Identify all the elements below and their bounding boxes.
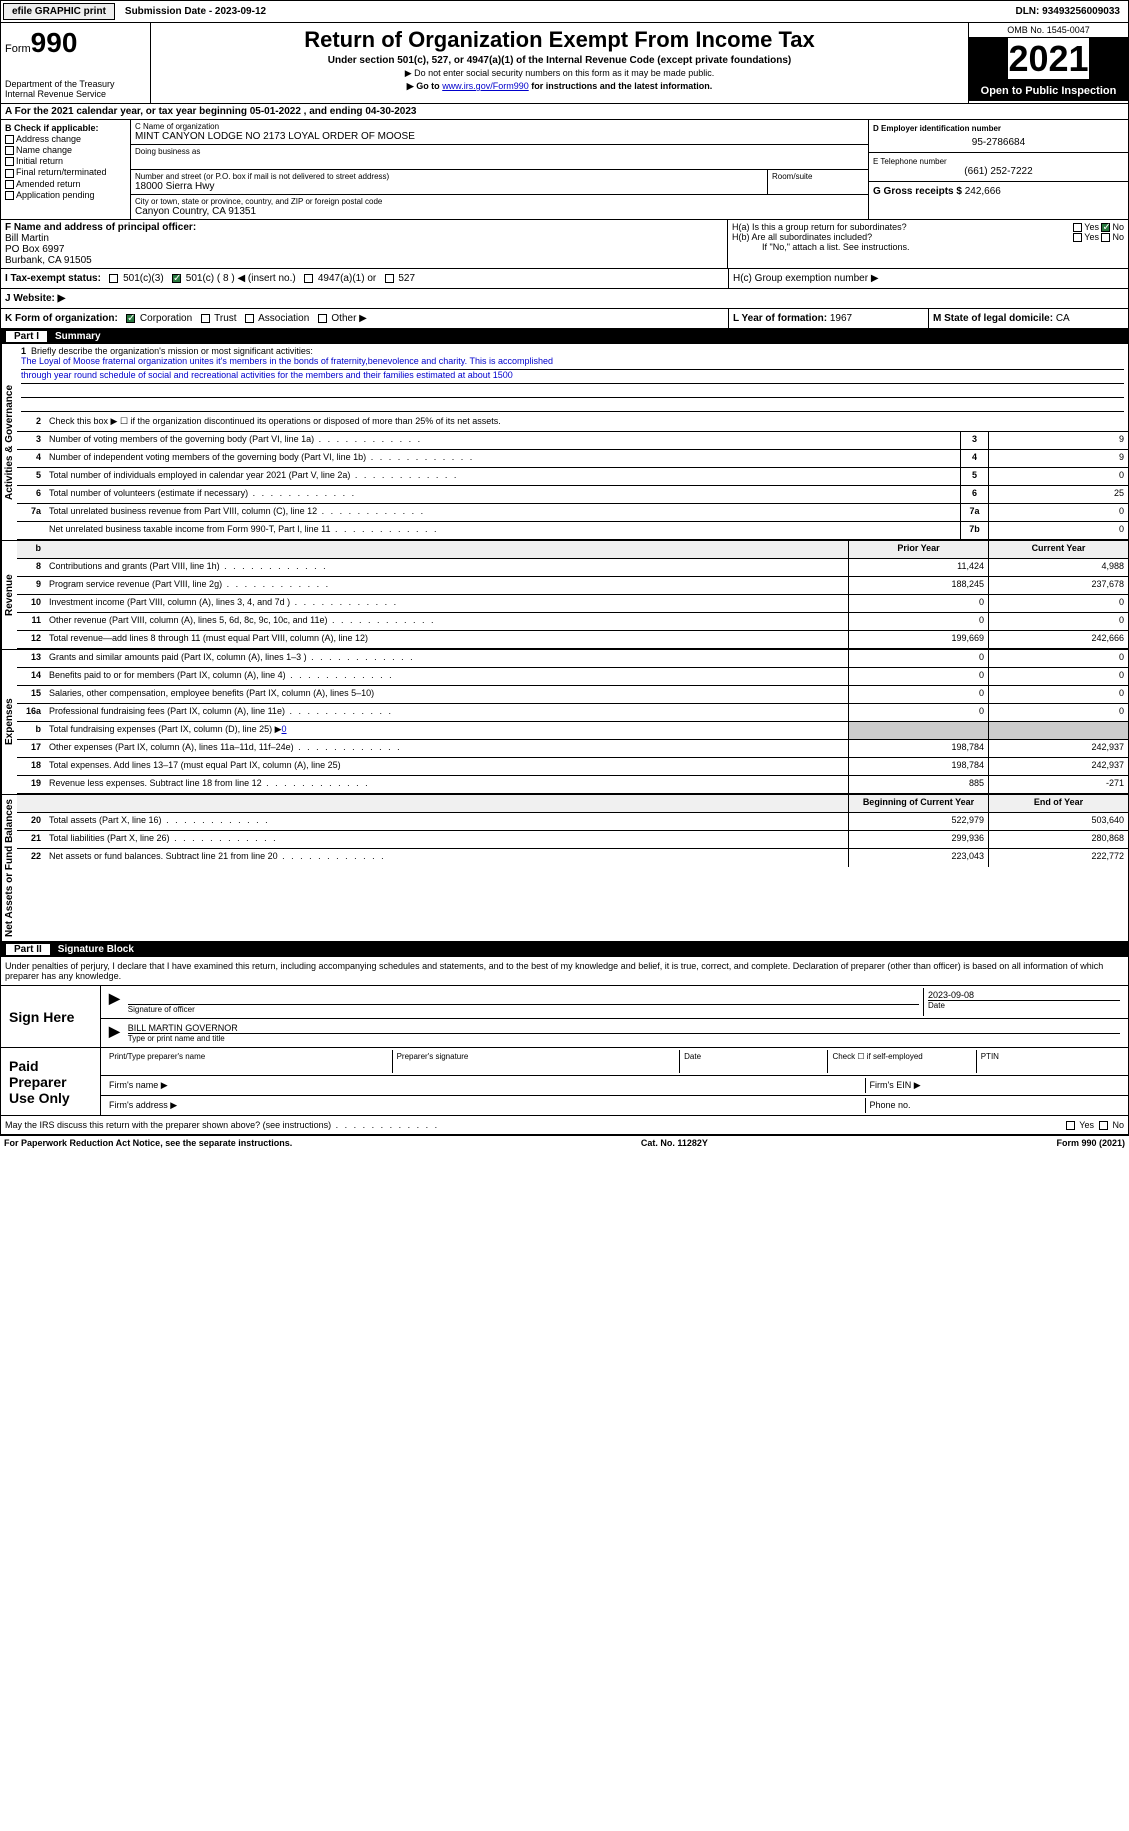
l4-val: 9 [988, 450, 1128, 467]
l13-py: 0 [848, 650, 988, 667]
subtitle-2: ▶ Do not enter social security numbers o… [155, 68, 964, 79]
vlabel-governance: Activities & Governance [1, 344, 17, 540]
org-name: MINT CANYON LODGE NO 2173 LOYAL ORDER OF… [135, 131, 864, 142]
l15-cy: 0 [988, 686, 1128, 703]
submission-date: Submission Date - 2023-09-12 [117, 4, 274, 19]
netassets-section: Net Assets or Fund Balances Beginning of… [0, 795, 1129, 942]
l14-cy: 0 [988, 668, 1128, 685]
mission-line1: The Loyal of Moose fraternal organizatio… [21, 356, 1124, 370]
l5-val: 0 [988, 468, 1128, 485]
block-j: J Website: ▶ [0, 289, 1129, 309]
block-klm: K Form of organization: Corporation Trus… [0, 309, 1129, 329]
line-a: A For the 2021 calendar year, or tax yea… [0, 104, 1129, 120]
state-domicile: CA [1056, 313, 1070, 324]
l11-cy: 0 [988, 613, 1128, 630]
l7a-val: 0 [988, 504, 1128, 521]
sign-here-label: Sign Here [1, 986, 101, 1047]
dept-treasury: Department of the Treasury [5, 79, 146, 89]
501c-checkbox [172, 274, 181, 283]
ein: 95-2786684 [873, 137, 1124, 148]
revenue-section: Revenue bPrior YearCurrent Year 8Contrib… [0, 541, 1129, 650]
form-number: Form990 [5, 27, 146, 59]
block-fh: F Name and address of principal officer:… [0, 220, 1129, 269]
l13-cy: 0 [988, 650, 1128, 667]
block-bcd: B Check if applicable: Address change Na… [0, 120, 1129, 220]
l8-cy: 4,988 [988, 559, 1128, 576]
l9-py: 188,245 [848, 577, 988, 594]
block-b: B Check if applicable: Address change Na… [1, 120, 131, 219]
l21-py: 299,936 [848, 831, 988, 848]
l6-val: 25 [988, 486, 1128, 503]
l3-val: 9 [988, 432, 1128, 449]
l16a-cy: 0 [988, 704, 1128, 721]
l18-cy: 242,937 [988, 758, 1128, 775]
block-i: I Tax-exempt status: 501(c)(3) 501(c) ( … [0, 269, 1129, 289]
l9-cy: 237,678 [988, 577, 1128, 594]
block-deg: D Employer identification number 95-2786… [868, 120, 1128, 219]
page-footer: For Paperwork Reduction Act Notice, see … [0, 1135, 1129, 1150]
mission-line2: through year round schedule of social an… [21, 370, 1124, 384]
omb-number: OMB No. 1545-0047 [969, 23, 1128, 38]
l11-py: 0 [848, 613, 988, 630]
subtitle-1: Under section 501(c), 527, or 4947(a)(1)… [155, 55, 964, 66]
block-h: H(a) Is this a group return for subordin… [728, 220, 1128, 268]
l16a-py: 0 [848, 704, 988, 721]
telephone: (661) 252-7222 [873, 166, 1124, 177]
l16b-val: 0 [282, 724, 287, 734]
form-title: Return of Organization Exempt From Incom… [155, 27, 964, 53]
street-address: 18000 Sierra Hwy [135, 181, 763, 192]
l22-cy: 222,772 [988, 849, 1128, 867]
block-f: F Name and address of principal officer:… [1, 220, 728, 268]
l10-py: 0 [848, 595, 988, 612]
paid-preparer-label: Paid Preparer Use Only [1, 1048, 101, 1115]
top-bar: efile GRAPHIC print Submission Date - 20… [0, 0, 1129, 23]
vlabel-revenue: Revenue [1, 541, 17, 649]
city-state-zip: Canyon Country, CA 91351 [135, 206, 864, 217]
form-header: Form990 Department of the Treasury Inter… [0, 23, 1129, 104]
part1-header: Part ISummary [0, 329, 1129, 344]
l20-cy: 503,640 [988, 813, 1128, 830]
l19-py: 885 [848, 776, 988, 793]
year-formation: 1967 [830, 313, 852, 324]
corp-checkbox [126, 314, 135, 323]
vlabel-netassets: Net Assets or Fund Balances [1, 795, 17, 941]
l21-cy: 280,868 [988, 831, 1128, 848]
dln: DLN: 93493256009033 [1007, 4, 1128, 19]
penalties-text: Under penalties of perjury, I declare th… [1, 957, 1128, 986]
subtitle-3: ▶ Go to www.irs.gov/Form990 for instruct… [155, 81, 964, 92]
l12-py: 199,669 [848, 631, 988, 648]
block-hc: H(c) Group exemption number ▶ [728, 269, 1128, 288]
l17-py: 198,784 [848, 740, 988, 757]
l12-cy: 242,666 [988, 631, 1128, 648]
officer-name: BILL MARTIN GOVERNOR [128, 1023, 1120, 1033]
l14-py: 0 [848, 668, 988, 685]
expenses-section: Expenses 13Grants and similar amounts pa… [0, 650, 1129, 795]
tax-year: 2021 [969, 38, 1128, 81]
l20-py: 522,979 [848, 813, 988, 830]
sign-date: 2023-09-08 [928, 990, 1120, 1000]
irs-link[interactable]: www.irs.gov/Form990 [442, 81, 529, 91]
l8-py: 11,424 [848, 559, 988, 576]
l10-cy: 0 [988, 595, 1128, 612]
discuss-question: May the IRS discuss this return with the… [5, 1120, 439, 1130]
irs-label: Internal Revenue Service [5, 89, 146, 99]
gross-receipts: 242,666 [965, 186, 1001, 197]
signature-block: Under penalties of perjury, I declare th… [0, 957, 1129, 1135]
l18-py: 198,784 [848, 758, 988, 775]
l15-py: 0 [848, 686, 988, 703]
part2-header: Part IISignature Block [0, 942, 1129, 957]
open-inspection: Open to Public Inspection [969, 81, 1128, 101]
l19-cy: -271 [988, 776, 1128, 793]
vlabel-expenses: Expenses [1, 650, 17, 794]
ha-no-checkbox [1101, 223, 1110, 232]
block-c: C Name of organization MINT CANYON LODGE… [131, 120, 868, 219]
efile-print-button[interactable]: efile GRAPHIC print [3, 3, 115, 20]
l17-cy: 242,937 [988, 740, 1128, 757]
l22-py: 223,043 [848, 849, 988, 867]
summary-section: Activities & Governance 1 Briefly descri… [0, 344, 1129, 541]
l7b-val: 0 [988, 522, 1128, 539]
